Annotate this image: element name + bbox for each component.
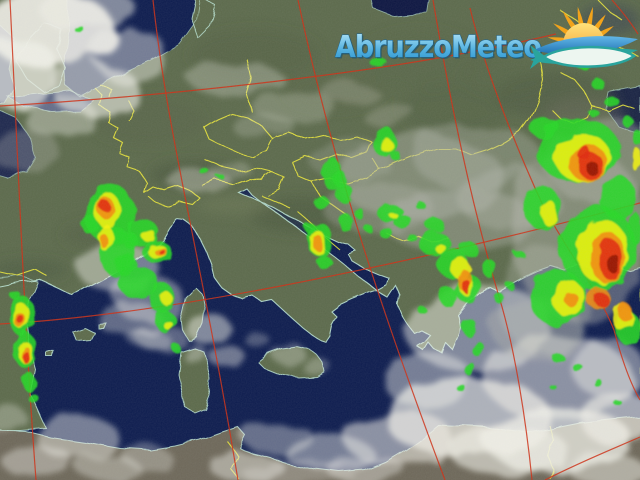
satellite-grain-overlay bbox=[0, 0, 640, 480]
satellite-weather-map: AbruzzoMeteo AbruzzoMeteo bbox=[0, 0, 640, 480]
map-canvas bbox=[0, 0, 640, 480]
